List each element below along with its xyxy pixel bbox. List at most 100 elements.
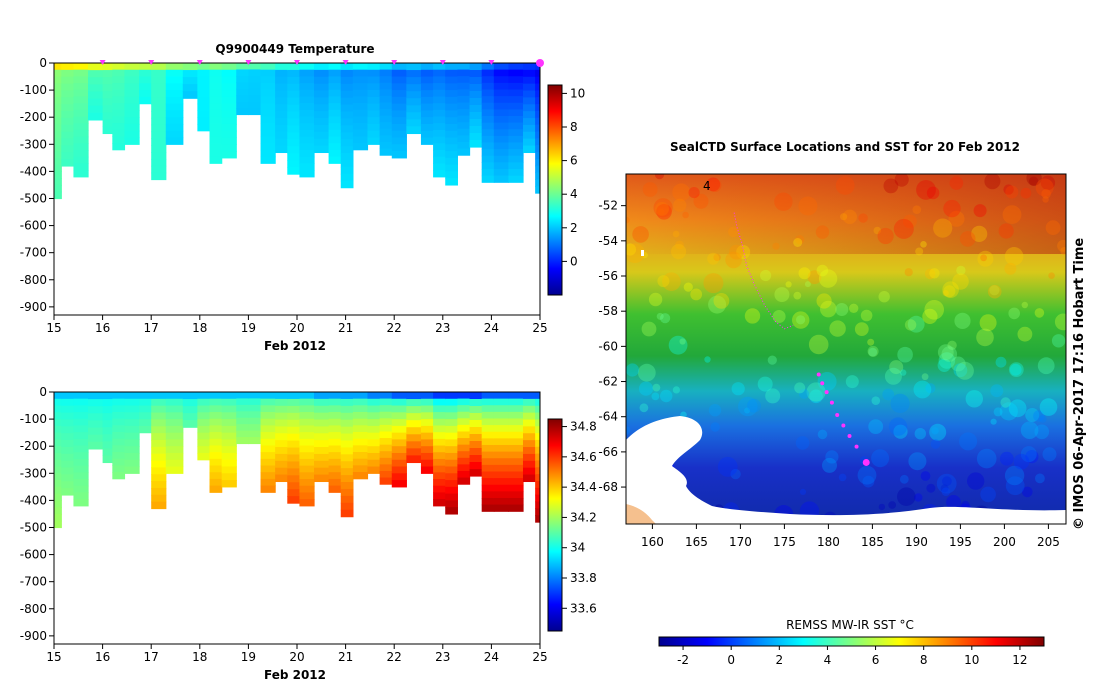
sst-speckle — [653, 198, 673, 218]
salinity-cell — [299, 425, 315, 433]
sst-speckle — [849, 303, 859, 313]
salinity-cell — [299, 445, 315, 453]
salinity-cell — [275, 447, 288, 455]
sst-speckle — [796, 315, 806, 325]
salinity-cell — [522, 474, 536, 483]
salinity-cell — [112, 465, 126, 473]
salinity-cell — [535, 460, 540, 468]
salinity-cell — [481, 484, 495, 492]
temperature-cell — [493, 69, 510, 77]
salinity-cell — [406, 448, 422, 457]
salinity-cell — [88, 406, 104, 414]
sst-speckle — [967, 472, 985, 490]
temperature-cell — [221, 144, 237, 152]
salinity-cell — [481, 392, 495, 400]
temperature-cell — [420, 103, 434, 112]
salinity-cell — [73, 492, 89, 500]
salinity-y-tick-label: 0 — [39, 385, 47, 399]
salinity-cell — [457, 405, 471, 413]
temperature-cell — [420, 76, 434, 84]
temperature-cell — [248, 108, 262, 116]
salinity-cell — [165, 452, 184, 461]
temperature-cell — [275, 83, 288, 92]
temperature-cell — [182, 91, 198, 99]
salinity-cell — [248, 424, 262, 432]
salinity-cell — [54, 480, 62, 488]
temperature-cell — [236, 88, 249, 96]
temperature-cell — [61, 152, 75, 160]
salinity-cell — [433, 412, 446, 420]
salinity-cell — [406, 420, 422, 428]
map-x-tick-label: 185 — [861, 535, 884, 549]
sst-speckle — [654, 174, 665, 180]
temperature-cell — [391, 63, 407, 71]
salinity-cell — [151, 392, 167, 400]
salinity-cell — [469, 420, 483, 428]
sst-speckle — [835, 176, 855, 195]
temperature-cell — [522, 90, 536, 98]
salinity-cell — [209, 412, 223, 420]
salinity-cell — [275, 474, 288, 483]
salinity-cell — [236, 437, 249, 445]
salinity-cell — [535, 515, 540, 523]
salinity-cell — [379, 431, 393, 439]
temperature-cell — [391, 137, 407, 145]
salinity-x-tick-label: 25 — [532, 650, 547, 664]
salinity-cell — [151, 405, 167, 414]
sst-speckle — [1026, 174, 1042, 186]
sst-speckle — [1034, 308, 1045, 318]
salinity-cell — [445, 493, 458, 501]
temperature-cell — [481, 168, 495, 177]
sst-speckle — [798, 196, 818, 216]
sst-speckle — [672, 230, 680, 238]
sst-speckle — [915, 247, 924, 256]
temperature-cell — [236, 108, 249, 116]
map-corner-label: 4 — [703, 179, 711, 193]
temperature-cell — [391, 76, 407, 84]
salinity-y-tick-label: -600 — [20, 548, 47, 562]
temperature-cell — [367, 103, 381, 112]
temperature-cell — [340, 104, 354, 113]
sst-speckle — [668, 335, 688, 355]
salinity-cell — [535, 405, 540, 414]
seal-track-dotted — [733, 212, 794, 330]
sst-speckle — [1020, 446, 1037, 463]
temperature-cell — [420, 90, 434, 98]
temperature-cell — [299, 163, 315, 171]
temperature-cell — [165, 96, 184, 105]
salinity-cell — [73, 438, 89, 447]
salinity-cell — [391, 412, 407, 420]
temperature-cell — [367, 83, 381, 91]
sst-speckle — [1034, 424, 1050, 440]
temperature-cell — [165, 110, 184, 118]
sst-speckle — [1008, 399, 1027, 418]
temperature-cell — [508, 135, 524, 144]
temperature-cell — [260, 116, 276, 124]
salinity-cell — [457, 424, 471, 433]
temperature-cell — [299, 63, 315, 71]
temperature-cell — [197, 76, 211, 84]
temperature-cell — [367, 117, 381, 125]
salinity-cell — [367, 419, 381, 427]
salinity-cell — [151, 426, 167, 434]
sst-speckle — [1020, 421, 1039, 440]
salinity-cell — [406, 427, 422, 435]
salinity-cell — [102, 441, 113, 449]
temperature-cell — [508, 102, 524, 110]
salinity-cell — [54, 446, 62, 454]
temperature-cell — [508, 76, 524, 84]
temperature-cell — [469, 63, 483, 71]
salinity-cell — [420, 452, 434, 461]
temperature-cell — [165, 83, 184, 91]
salinity-cell — [182, 413, 198, 421]
sst-speckle — [1035, 178, 1054, 197]
temperature-cell — [457, 89, 471, 97]
temperature-x-tick-label: 24 — [484, 321, 499, 335]
temperature-cell — [197, 63, 211, 71]
salinity-cell — [379, 470, 393, 479]
temperature-y-tick-label: -100 — [20, 83, 47, 97]
salinity-cell — [481, 491, 495, 499]
salinity-cell — [112, 392, 126, 400]
salinity-cell — [314, 426, 330, 434]
map-x-tick-label: 180 — [817, 535, 840, 549]
